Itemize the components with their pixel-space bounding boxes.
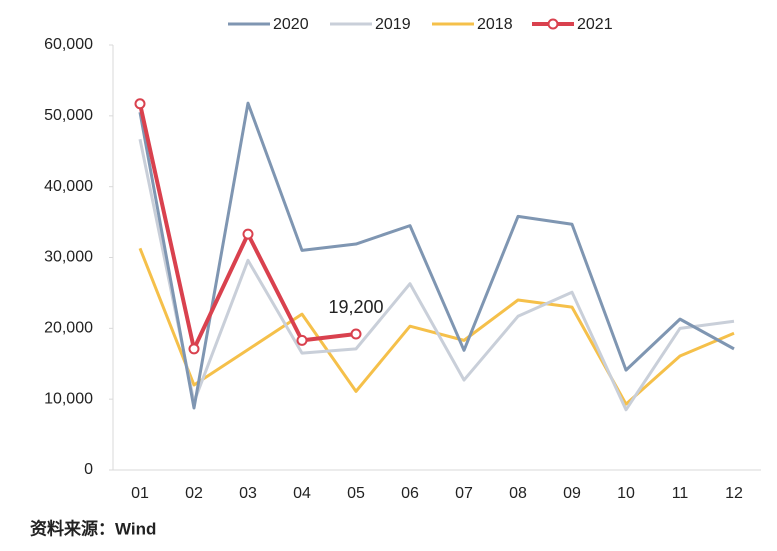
x-tick-label: 09: [563, 485, 581, 502]
point-marker: [350, 328, 362, 340]
point-marker: [134, 98, 146, 110]
series-line: [138, 103, 357, 351]
x-tick-label: 05: [347, 485, 365, 502]
data-label: 19,200: [328, 297, 383, 317]
x-tick-label: 03: [239, 485, 257, 502]
x-tick-label: 12: [725, 485, 743, 502]
legend-label: 2019: [375, 16, 411, 33]
point-marker: [242, 228, 254, 240]
series-line: [138, 138, 735, 412]
y-tick-label: 0: [84, 461, 93, 478]
y-tick-label: 20,000: [44, 320, 93, 337]
source-note: 资料来源：Wind: [30, 518, 156, 538]
point-marker: [296, 334, 308, 346]
x-tick-label: 06: [401, 485, 419, 502]
y-tick-label: 40,000: [44, 178, 93, 195]
legend-marker: [547, 18, 559, 30]
legend-label: 2018: [477, 16, 513, 33]
x-tick-label: 08: [509, 485, 527, 502]
y-tick-label: 60,000: [44, 36, 93, 53]
series-line: [138, 101, 735, 410]
x-tick-label: 10: [617, 485, 635, 502]
x-tick-label: 11: [672, 485, 689, 502]
y-tick-label: 10,000: [44, 390, 93, 407]
y-tick-label: 50,000: [44, 107, 93, 124]
legend-label: 2021: [577, 16, 613, 33]
y-tick-label: 30,000: [44, 249, 93, 266]
x-tick-label: 02: [185, 485, 203, 502]
x-tick-label: 01: [131, 485, 149, 502]
x-tick-label: 04: [293, 485, 311, 502]
x-tick-label: 07: [455, 485, 473, 502]
point-marker: [188, 343, 200, 355]
legend-label: 2020: [273, 16, 309, 33]
